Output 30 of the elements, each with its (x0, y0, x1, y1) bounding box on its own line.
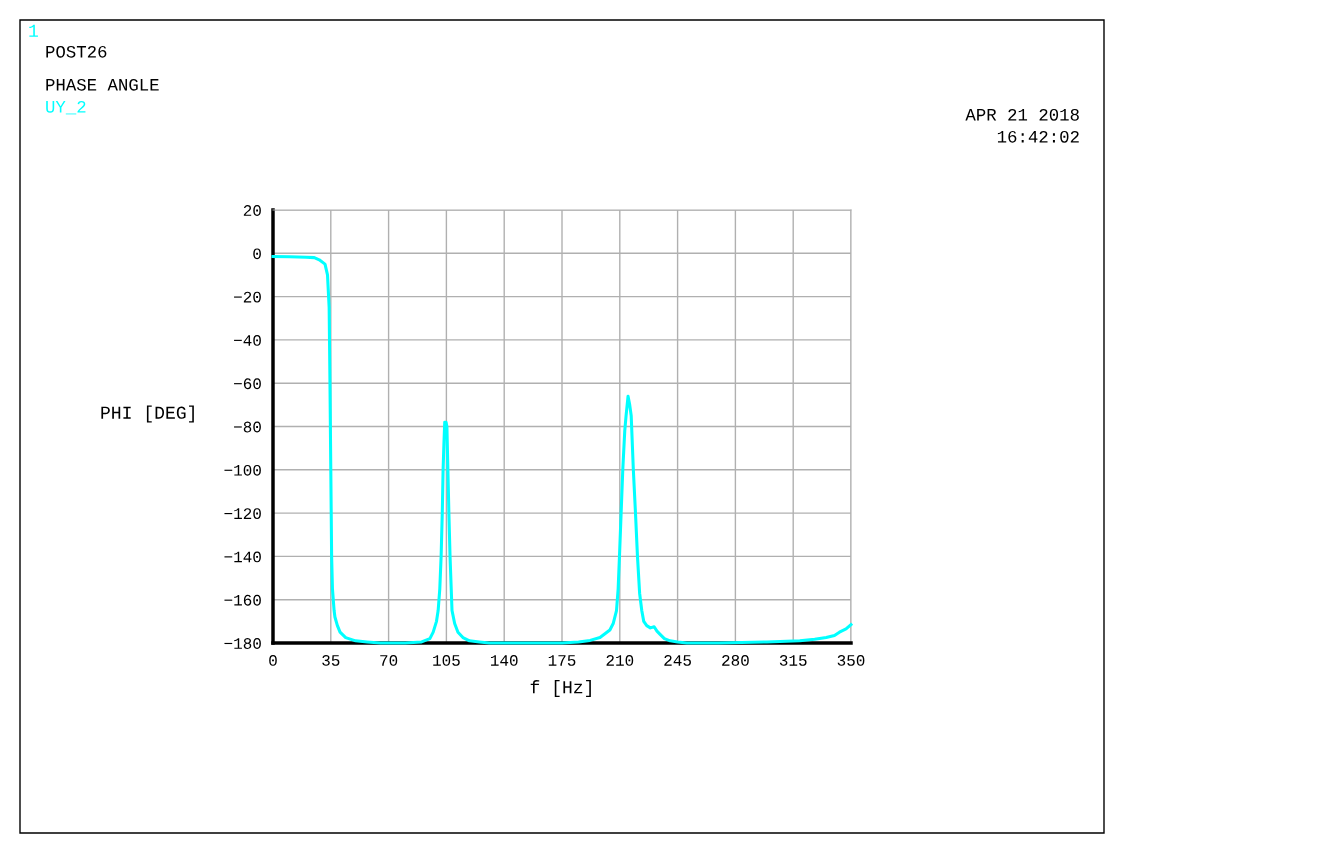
text: UY_2 (46, 100, 86, 115)
x-tick-label: 35 (322, 655, 340, 666)
x-tick-label: 105 (433, 655, 460, 666)
x-tick-label: 175 (548, 655, 576, 666)
y-axis-title: PHI [DEG] (101, 405, 194, 423)
x-axis-title: f [Hz] (530, 680, 591, 697)
y-tick-label: −140 (224, 551, 261, 563)
text: 16:42:02 (997, 130, 1079, 143)
x-tick-label: 280 (722, 655, 749, 666)
x-tick-label: 0 (269, 655, 277, 666)
y-tick-label: 0 (253, 248, 261, 260)
x-tick-label: 350 (837, 655, 865, 666)
x-tick-label: 140 (490, 655, 518, 666)
y-tick-label: −100 (224, 464, 261, 476)
y-tick-label: −20 (234, 291, 261, 303)
y-tick-label: −40 (234, 335, 261, 346)
y-tick-label: −180 (224, 638, 261, 649)
y-tick-label: −80 (234, 421, 261, 433)
text: APR 21 2018 (965, 108, 1079, 121)
text: PHASE ANGLE (46, 78, 159, 91)
y-tick-label: −160 (224, 594, 261, 606)
x-tick-label: 70 (380, 655, 398, 666)
x-tick-label: 245 (664, 655, 691, 666)
x-tick-label: 315 (779, 655, 807, 666)
text: POST26 (46, 45, 107, 58)
y-tick-label: 20 (243, 205, 261, 216)
x-tick-label: 210 (606, 655, 634, 666)
y-tick-label: −60 (234, 378, 261, 390)
y-tick-label: −120 (224, 508, 261, 520)
text: 1 (29, 24, 38, 37)
